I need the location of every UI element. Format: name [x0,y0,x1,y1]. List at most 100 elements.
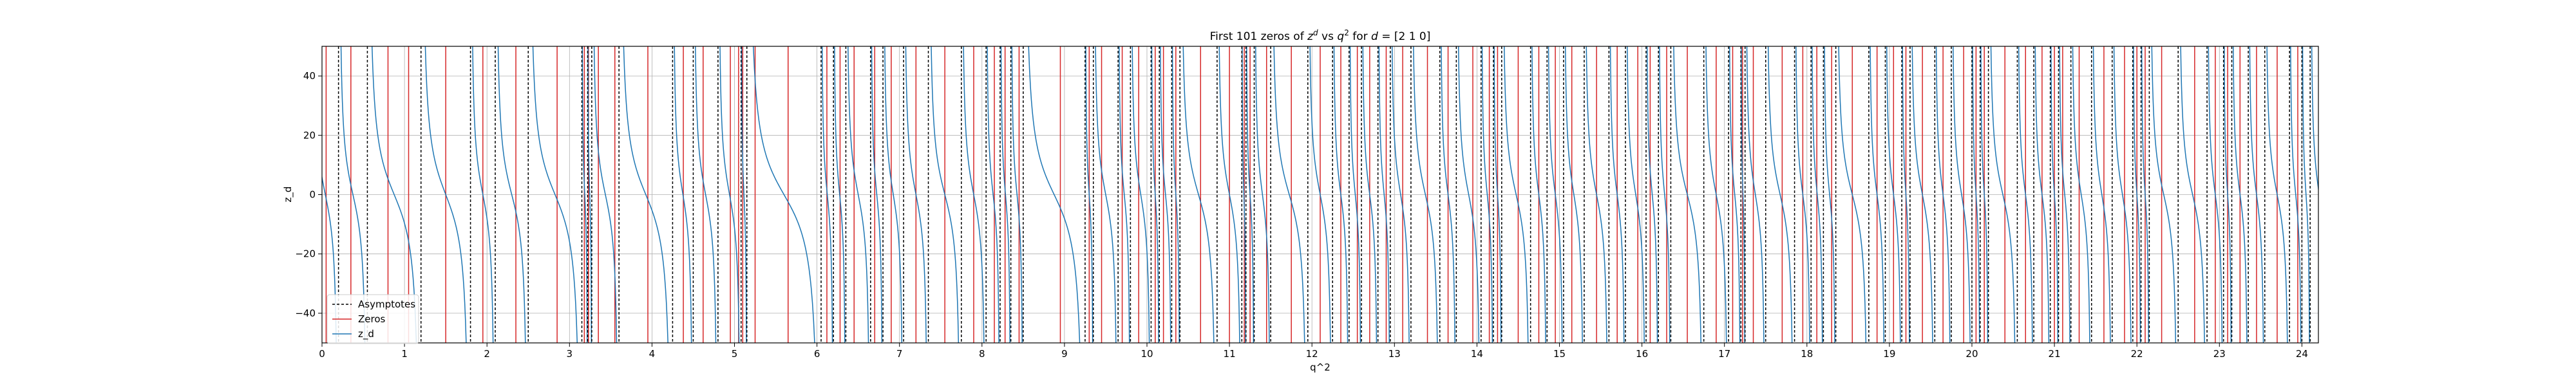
z-d-branch [1000,46,1010,343]
x-tick-label: 22 [2131,348,2143,360]
y-tick-label: 40 [303,70,316,82]
z-d-branch [1646,46,1658,343]
y-tick-label: 0 [309,189,316,201]
z-d-branch [1218,46,1240,343]
z-d-branch [1838,46,1867,343]
z-d-branch [1767,46,1793,343]
z-d-branch [674,46,692,343]
x-tick-label: 0 [319,348,325,360]
x-tick-label: 11 [1224,348,1236,360]
z-d-branch [1972,46,1980,343]
z-d-branch [1171,46,1180,343]
z-d-branch [1870,46,1885,343]
z-d-branch [871,46,883,343]
z-d-branch [322,174,337,343]
z-d-branch [1085,46,1094,343]
z-d-branch [2311,46,2318,192]
z-d-branch [1548,46,1563,343]
z-d-branch [2034,46,2050,343]
z-d-branch [1246,46,1255,343]
z-d-branch [1028,46,1081,343]
x-tick-label: 9 [1061,348,1068,360]
z-d-branch [719,46,740,343]
x-tick-label: 24 [2296,348,2308,360]
z-d-branch [1627,46,1645,343]
z-d-branch [1309,46,1331,343]
x-tick-label: 5 [732,348,738,360]
z-d-branch [1746,46,1765,343]
z-d-branch [1132,46,1150,343]
x-tick-label: 3 [567,348,573,360]
x-axis-label: q^2 [1310,362,1331,373]
z-d-curve [322,46,2318,343]
z-d-branch [472,46,494,343]
x-tick-label: 21 [2049,348,2061,360]
z-d-branch [741,46,747,343]
z-d-branch [2072,46,2090,343]
z-d-branch [1911,46,1933,343]
x-tick-label: 4 [649,348,656,360]
z-d-branch [905,46,927,343]
z-d-branch [1160,46,1171,343]
legend-label-asymptotes: Asymptotes [358,299,415,310]
z-d-branch [1273,46,1305,343]
chart-title: First 101 zeros of zd vs q2 for d = [2 1… [1210,28,1431,43]
z-d-branch [1673,46,1701,343]
title-prefix: First 101 zeros of [1210,30,1307,43]
x-tick-label: 17 [1718,348,1730,360]
z-d-branch [2092,46,2111,343]
z-d-branch [1564,46,1583,343]
legend-frame [327,294,419,344]
title-d: d [1371,30,1378,43]
z-d-branch [821,46,833,343]
z-d-branch [1413,46,1438,343]
x-tick-label: 6 [814,348,820,360]
z-d-branch [1886,46,1901,343]
x-tick-label: 8 [979,348,985,360]
z-d-branch [1503,46,1529,343]
x-tick-label: 20 [1965,348,1978,360]
z-d-branch [1586,46,1607,343]
legend-label-z-d: z_d [358,328,374,340]
x-tick-label: 15 [1553,348,1566,360]
x-tick-label: 16 [1636,348,1648,360]
x-tick-label: 19 [1883,348,1895,360]
z-d-branch [987,46,999,343]
z-d-branch [2249,46,2264,343]
z-d-branch [623,46,668,343]
legend-label-zeros: Zeros [358,313,386,325]
z-d-branch [2180,46,2205,343]
z-d-branch [1705,46,1727,343]
z-d-branch [2302,46,2310,343]
z-d-branch [1481,46,1493,343]
z-d-branch [2018,46,2033,343]
z-d-branch [2113,46,2132,343]
z-d-branch [2050,46,2059,343]
z-d-branch [593,46,618,343]
z-d-branch [1457,46,1480,343]
z-d-branch [884,46,903,343]
z-d-branch [1182,46,1215,343]
z-d-branch [1659,46,1671,343]
z-d-branch [424,46,467,343]
z-d-branch [1242,46,1246,343]
z-d-branch [2290,46,2302,343]
z-d-branch [752,46,815,343]
y-tick-label: 20 [303,129,316,141]
z-d-branch [1011,46,1023,343]
x-tick-label: 18 [1801,348,1813,360]
x-tick-label: 14 [1471,348,1483,360]
z-d-branch [1151,46,1159,343]
x-tick-label: 7 [896,348,903,360]
z-d-branch [2133,46,2141,343]
z-d-branch [1119,46,1130,343]
z-d-branch [1349,46,1361,343]
z-d-branch [1795,46,1810,343]
x-tick-label: 13 [1388,348,1401,360]
z-d-branch [1935,46,1951,343]
z-d-branch [1609,46,1625,343]
z-d-branch [834,46,846,343]
z-d-branch [2266,46,2288,343]
